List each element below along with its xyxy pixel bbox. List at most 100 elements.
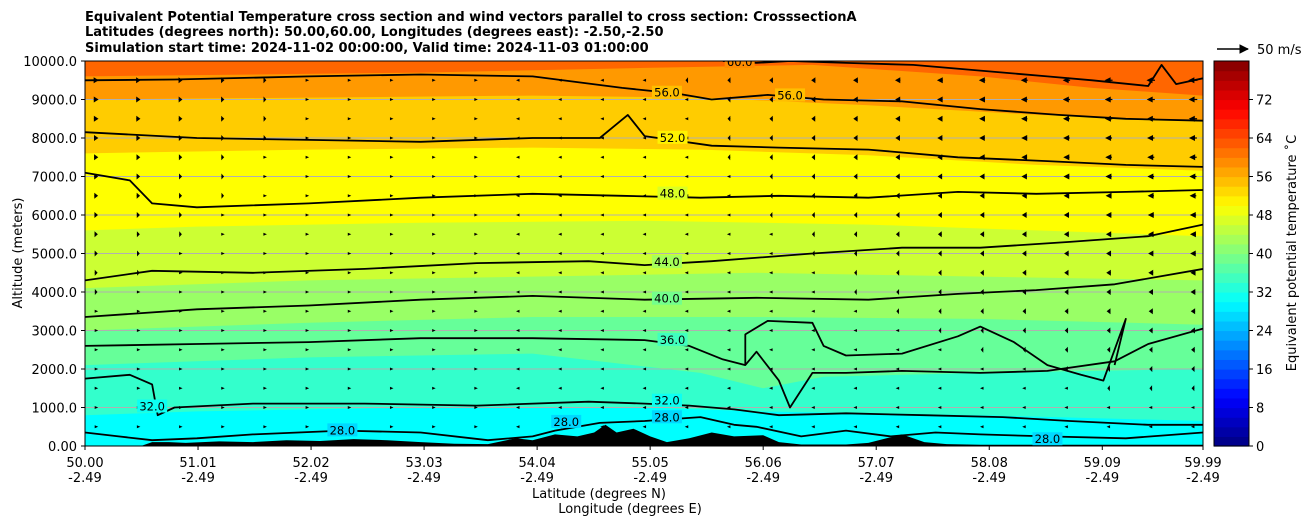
colorbar-segment: [1214, 215, 1249, 226]
wind-arrow: [642, 367, 647, 371]
wind-arrow: [937, 425, 942, 429]
wind-arrow: [558, 271, 562, 275]
wind-arrow: [769, 290, 773, 294]
wind-arrow: [600, 175, 604, 178]
wind-arrow: [516, 175, 520, 178]
wind-arrow: [642, 386, 647, 390]
wind-arrow: [853, 115, 858, 122]
wind-arrow: [726, 290, 731, 294]
wind-arrow: [769, 77, 773, 84]
wind-arrow: [642, 175, 647, 178]
x-axis-label-longitude: Longitude (degrees E): [558, 502, 702, 517]
wind-arrow: [938, 327, 942, 334]
wind-arrow: [179, 386, 183, 390]
wind-arrow: [1188, 135, 1197, 141]
contour-label: 28.0: [553, 415, 579, 429]
wind-arrow: [347, 175, 352, 178]
y-tick-label: 6000.0: [32, 209, 78, 224]
wind-arrow: [1064, 250, 1069, 257]
wind-arrow: [179, 252, 183, 255]
wind-arrow: [263, 115, 267, 122]
wind-arrow: [263, 232, 267, 236]
wind-arrow: [389, 329, 394, 332]
wind-arrow: [642, 136, 647, 140]
wind-arrow: [853, 96, 858, 103]
wind-arrow: [811, 77, 816, 84]
wind-arrow: [1147, 192, 1154, 199]
colorbar-segment: [1214, 157, 1249, 168]
wind-arrow: [389, 367, 394, 371]
wind-arrow: [642, 213, 647, 217]
wind-arrow: [389, 386, 394, 390]
wind-arrow: [305, 155, 310, 159]
wind-arrow: [558, 386, 562, 390]
wind-arrow: [347, 348, 352, 352]
wind-arrow: [263, 386, 267, 390]
wind-arrow: [432, 252, 436, 255]
contour-label: 28.0: [330, 423, 356, 437]
wind-arrow: [726, 425, 731, 429]
contour-label: 56.0: [654, 86, 680, 100]
colorbar-tick-label: 64: [1256, 132, 1273, 147]
y-tick-label: 9000.0: [32, 94, 78, 109]
wind-arrow: [1107, 385, 1110, 392]
contour-line: [85, 416, 1203, 442]
wind-arrow: [600, 213, 604, 217]
contour-line: [85, 171, 1203, 209]
wind-arrow: [684, 386, 689, 390]
wind-arrow: [727, 77, 731, 84]
wind-arrow: [558, 98, 562, 101]
wind-arrow: [811, 406, 815, 409]
wind-arrow: [221, 348, 225, 352]
wind-arrow: [305, 406, 310, 409]
wind-arrow: [432, 98, 436, 101]
wind-arrow: [389, 232, 394, 236]
x-tick-label-lon: -2.49: [633, 471, 667, 486]
wind-arrow: [1064, 269, 1069, 276]
contour-label-bg: [651, 85, 682, 99]
colorbar-segment: [1214, 80, 1249, 91]
wind-arrow: [684, 329, 689, 332]
x-axis: 50.00-2.4951.01-2.4952.02-2.4953.03-2.49…: [66, 446, 1222, 486]
wind-arrow: [937, 406, 942, 409]
wind-arrow: [178, 154, 183, 161]
wind-arrow: [474, 329, 478, 332]
wind-arrow: [305, 367, 310, 371]
contour-label-bg: [651, 291, 682, 305]
colorbar-segment: [1214, 417, 1249, 428]
wind-arrow: [516, 155, 520, 159]
contour-label: 36.0: [660, 333, 686, 347]
wind-arrow: [727, 115, 731, 122]
wind-arrow: [1106, 250, 1112, 257]
wind-arrow: [516, 117, 520, 121]
colorbar-segment: [1214, 263, 1249, 274]
wind-arrow: [516, 309, 520, 313]
wind-arrow: [558, 329, 562, 332]
wind-arrow: [221, 154, 225, 161]
wind-arrow: [305, 213, 310, 217]
contour-label: 52.0: [660, 131, 686, 145]
wind-arrow: [769, 425, 773, 429]
wind-arrow: [432, 155, 436, 159]
wind-arrow: [474, 232, 478, 236]
x-tick-label-lat: 56.06: [745, 456, 782, 471]
wind-arrow: [305, 78, 310, 82]
wind-arrow: [474, 136, 478, 140]
wind-arrow: [93, 96, 99, 103]
colorbar-segment: [1214, 176, 1249, 187]
x-tick-label-lat: 57.07: [858, 456, 895, 471]
wind-arrow: [179, 290, 183, 294]
x-tick-label-lat: 52.02: [292, 456, 329, 471]
x-tick-label-lon: -2.49: [68, 471, 102, 486]
colorbar-segment: [1214, 359, 1249, 370]
contour-label-bg: [651, 410, 682, 424]
colorbar-segment: [1214, 272, 1249, 283]
wind-arrow: [389, 425, 394, 429]
wind-arrow: [221, 271, 225, 275]
wind-arrow: [516, 348, 520, 352]
wind-arrow: [474, 155, 478, 159]
wind-arrow: [895, 77, 901, 84]
wind-arrow: [1148, 406, 1153, 409]
wind-arrow: [221, 232, 225, 236]
